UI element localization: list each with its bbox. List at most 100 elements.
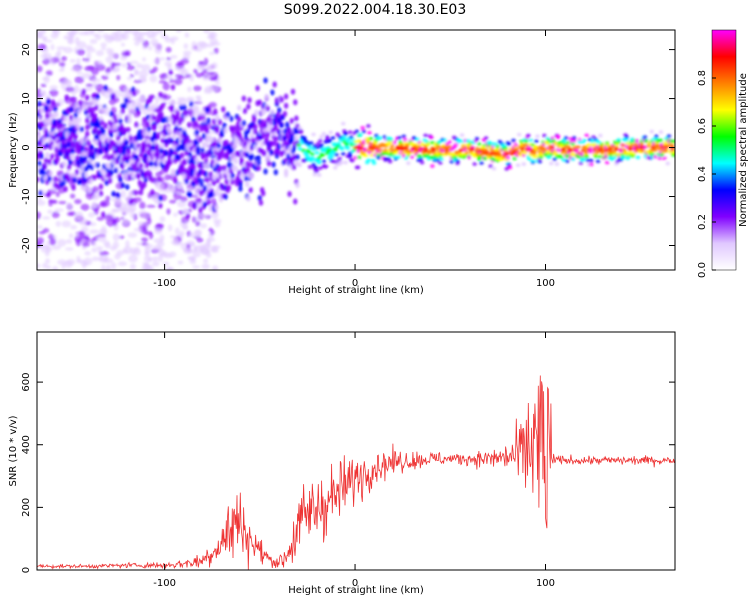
spectrogram-ridge-cell: [160, 137, 165, 144]
spectrogram-noise-cell: [190, 232, 195, 238]
spectrogram-ridge-cell: [634, 138, 640, 143]
spectrogram-ridge-cell: [82, 176, 88, 183]
spectrogram-ridge-cell: [224, 153, 229, 160]
spectrogram-ridge-cell: [134, 121, 139, 128]
spectrogram-noise-cell: [89, 229, 99, 235]
spectrogram-ridge-cell: [85, 124, 90, 131]
spectrogram-ridge-cell: [96, 122, 101, 129]
spectrogram-ridge-cell: [670, 143, 675, 148]
spectrogram-noise-cell: [58, 200, 67, 205]
spectrogram-ridge-cell: [295, 154, 300, 161]
spectrogram-ridge-cell: [185, 174, 191, 181]
spectrogram-ridge-cell: [570, 157, 576, 161]
spectrogram-noise-cell: [91, 256, 100, 262]
spectrogram-ridge-cell: [272, 81, 277, 88]
spectrogram-ridge-cell: [310, 126, 315, 131]
spectrogram-ridge-cell: [102, 163, 107, 170]
spectrogram-ridge-cell: [110, 140, 115, 147]
spectrogram-ridge-cell: [464, 150, 469, 155]
spectrogram-noise-cell: [193, 186, 198, 195]
spectrogram-ridge-cell: [69, 114, 74, 121]
spectrogram-ridge-cell: [511, 138, 516, 143]
spectrogram-noise-cell: [206, 64, 214, 72]
spectrogram-ridge-cell: [393, 155, 399, 159]
spectrogram-noise-cell: [151, 261, 160, 267]
spectrogram-ridge-cell: [185, 170, 191, 177]
spectrogram-ridge-cell: [97, 139, 103, 146]
spectrogram-ridge-cell: [67, 159, 73, 166]
spectrogram-ridge-cell: [257, 99, 263, 106]
spectrogram-ridge-cell: [545, 150, 550, 155]
spectrogram-ridge-cell: [563, 136, 569, 140]
spectrogram-ridge-cell: [283, 102, 289, 109]
spectrogram-ridge-cell: [398, 140, 403, 144]
spectrogram-ridge-cell: [611, 149, 617, 154]
spectrogram-ridge-cell: [197, 115, 202, 122]
spectrogram-ridge-cell: [435, 144, 441, 149]
spectrogram-ridge-cell: [234, 180, 240, 187]
spectrogram-ridge-cell: [211, 118, 217, 125]
spectrogram-noise-cell: [192, 216, 197, 223]
spectrogram-ridge-cell: [512, 156, 517, 161]
spectrogram-ridge-cell: [89, 111, 95, 118]
spectrogram-noise-cell: [203, 30, 210, 34]
spectrogram-noise-cell: [198, 42, 208, 50]
spectrogram-noise-cell: [43, 39, 53, 43]
spectrogram-noise-cell: [99, 250, 109, 257]
spectrogram-ridge-cell: [625, 156, 630, 161]
spectrogram-noise-cell: [198, 61, 205, 65]
spectrogram-ridge-cell: [104, 179, 109, 186]
spectrogram-ridge-cell: [317, 160, 322, 165]
spectrogram-ridge-cell: [522, 150, 528, 155]
spectrogram-ridge-cell: [342, 139, 347, 144]
spectrogram-ridge-cell: [518, 129, 523, 134]
spectrogram-ridge-cell: [611, 155, 617, 160]
spectrogram-noise-cell: [81, 58, 90, 62]
spectrogram-ridge-cell: [158, 124, 163, 131]
spectrogram-noise-cell: [140, 78, 147, 82]
spectrogram-noise-cell: [37, 32, 44, 39]
spectrogram-ridge-cell: [649, 129, 654, 134]
spectrogram-ridge-cell: [202, 201, 208, 208]
spectrogram-noise-cell: [126, 208, 136, 212]
spectrogram-ridge-cell: [343, 132, 348, 136]
spectrogram-ridge-cell: [37, 160, 42, 167]
spectrogram-ridge-cell: [652, 148, 658, 152]
spectrogram-noise-cell: [181, 58, 189, 65]
spectrogram-ridge-cell: [668, 139, 674, 143]
spectrogram-ridge-cell: [152, 124, 157, 131]
spectrogram-noise-cell: [171, 239, 179, 245]
spectrogram-ridge-cell: [125, 184, 130, 191]
spectrogram-ridge-cell: [253, 128, 258, 135]
spectrogram-ridge-cell: [303, 158, 308, 162]
spectrogram-ridge-cell: [341, 152, 346, 156]
spectrogram-ridge-cell: [394, 150, 400, 155]
spectrogram-ridge-cell: [138, 162, 144, 169]
spectrogram-noise-cell: [57, 259, 67, 266]
spectrogram-ridge-cell: [208, 205, 213, 212]
spectrogram-noise-cell: [54, 208, 64, 212]
spectrogram-ridge-cell: [589, 158, 594, 163]
spectrogram-ridge-cell: [170, 99, 176, 106]
colorbar-ramp: [711, 29, 737, 271]
spectrogram-ridge-cell: [429, 135, 434, 140]
spectrogram-noise-cell: [193, 85, 202, 92]
spectrogram-ridge-cell: [72, 177, 77, 184]
spectrogram-noise-cell: [114, 38, 123, 42]
colorbar-tick-label: 0.2: [697, 214, 708, 230]
spectrogram-noise-cell: [86, 51, 92, 60]
spectrogram-ridge-cell: [357, 155, 362, 160]
spectrogram-ridge-cell: [263, 122, 268, 129]
spectrogram-xlabel: Height of straight line (km): [288, 285, 424, 296]
spectrogram-ridge-cell: [311, 132, 316, 137]
spectrogram-ridge-cell: [672, 150, 675, 155]
spectrogram-ridge-cell: [565, 159, 570, 163]
spectrogram-ridge-cell: [82, 155, 88, 162]
spectrogram-ridge-cell: [205, 162, 210, 169]
spectrogram-ridge-cell: [287, 146, 292, 153]
spectrogram-noise-cell: [89, 39, 98, 45]
spectrogram-ridge-cell: [157, 176, 162, 183]
spectrogram-noise-cell: [105, 56, 113, 64]
spectrogram-ridge-cell: [353, 155, 359, 160]
spectrogram-ridge-cell: [289, 117, 295, 124]
